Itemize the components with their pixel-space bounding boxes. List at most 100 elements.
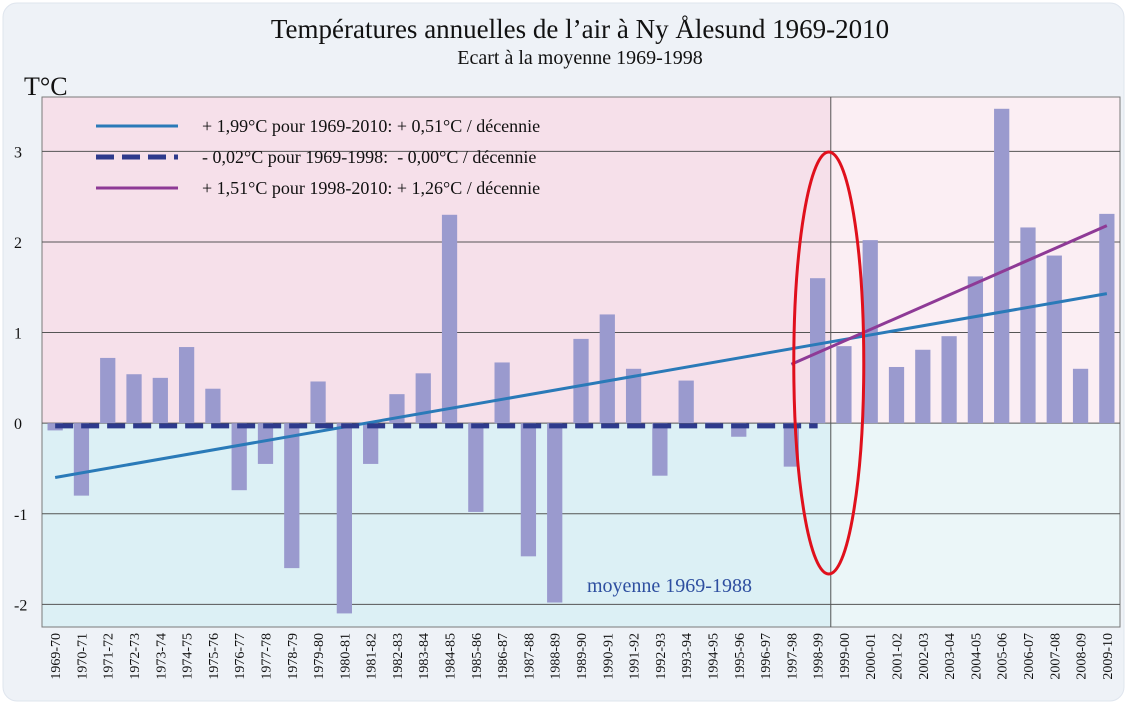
bar: [1046, 255, 1062, 424]
x-tick-label: 1986-87: [496, 633, 511, 680]
bar: [967, 276, 984, 424]
legend-label: + 1,51°C pour 1998-2010: + 1,26°C / déce…: [202, 178, 540, 198]
y-tick-label: 3: [14, 144, 22, 161]
bar: [231, 423, 247, 491]
x-tick-label: 1978-79: [286, 633, 301, 680]
x-tick-label: 1979-80: [312, 633, 327, 680]
bar: [152, 377, 168, 424]
x-tick-label: 1994-95: [706, 633, 721, 680]
plot-frame: [41, 96, 1121, 628]
bar: [941, 336, 957, 424]
x-tick-label: 1969-70: [49, 633, 64, 680]
annotation: moyenne 1969-1988: [587, 575, 752, 597]
x-tick-label: 1982-83: [391, 633, 406, 680]
x-tick-label: 2004-05: [969, 633, 984, 680]
x-tick-label: 1995-96: [733, 633, 748, 680]
bars: [47, 108, 1115, 614]
y-tick-label: -2: [14, 597, 27, 614]
x-tick-label: 2007-08: [1048, 633, 1063, 680]
trend-lines: [54, 224, 1108, 479]
bar: [994, 108, 1010, 424]
y-axis-label: T°C: [24, 72, 68, 101]
bar: [810, 278, 826, 424]
x-tick-label: 2001-02: [891, 633, 906, 680]
x-tick-label: 2000-01: [864, 633, 879, 680]
x-tick-label: 1981-82: [365, 633, 380, 680]
bar: [1099, 213, 1115, 424]
x-tick-label: 1999-00: [838, 633, 853, 680]
bar: [205, 388, 221, 424]
bar: [1020, 227, 1036, 424]
x-tick-label: 1989-90: [575, 633, 590, 680]
x-tick-label: 1974-75: [181, 633, 196, 680]
x-tick-label: 1971-72: [102, 633, 117, 680]
bar: [1072, 368, 1089, 424]
chart-title: Températures annuelles de l’air à Ny Åle…: [271, 14, 889, 44]
trend-line: [54, 292, 1108, 479]
x-tick-label: 1993-94: [680, 633, 695, 680]
x-tick-label: 1990-91: [601, 633, 616, 680]
x-tick-label: 2003-04: [943, 633, 958, 680]
x-tick-label: 2005-06: [996, 633, 1011, 680]
bar: [652, 423, 668, 476]
chart-subtitle: Ecart à la moyenne 1969-1998: [457, 47, 702, 69]
bar: [599, 314, 615, 424]
x-tick-label: 1992-93: [654, 633, 669, 680]
y-tick-label: 1: [14, 326, 22, 343]
x-tick-label: 1975-76: [207, 633, 222, 680]
bar: [494, 362, 510, 424]
y-tick-label: 0: [14, 416, 22, 433]
legend-label: - 0,02°C pour 1969-1998: - 0,00°C / déce…: [202, 147, 536, 167]
bar: [363, 423, 379, 464]
region: [42, 97, 831, 424]
x-tick-label: 2002-03: [917, 633, 932, 680]
bar: [100, 357, 116, 424]
bar: [310, 381, 326, 424]
bar: [284, 423, 300, 569]
bar: [126, 374, 142, 424]
bar: [441, 214, 458, 424]
x-tick-label: 1997-98: [785, 633, 800, 680]
bar: [336, 423, 352, 614]
trend-line: [790, 224, 1108, 366]
bar: [415, 373, 431, 424]
bar: [888, 366, 905, 424]
x-tick-label: 1976-77: [233, 633, 248, 680]
highlight-ellipse: [792, 150, 866, 576]
bar: [625, 368, 642, 424]
labels: -2 -1 0 1 2 3 1969-70 1970-71 1971-72 1972-73 1973…: [14, 116, 1116, 680]
bar: [915, 349, 931, 424]
x-tick-label: 1977-78: [259, 633, 274, 680]
x-tick-label: 1980-81: [338, 633, 353, 680]
legend-label: + 1,99°C pour 1969-2010: + 0,51°C / déce…: [202, 116, 540, 136]
x-tick-label: 1983-84: [417, 633, 432, 680]
x-tick-label: 1970-71: [75, 633, 90, 680]
x-tick-label: 1988-89: [549, 633, 564, 680]
y-tick-label: -1: [14, 507, 27, 524]
x-tick-label: 1991-92: [628, 633, 643, 680]
bar: [573, 338, 589, 424]
bar: [520, 423, 537, 557]
bar: [178, 347, 195, 424]
bar: [547, 423, 563, 603]
bar: [862, 240, 878, 424]
y-tick-label: 2: [14, 235, 22, 252]
x-tick-label: 1998-99: [812, 633, 827, 680]
bar: [468, 423, 484, 512]
bar: [704, 422, 721, 424]
bar: [257, 423, 274, 464]
x-tick-label: 1972-73: [128, 633, 143, 680]
x-tick-label: 1985-86: [470, 633, 485, 680]
x-tick-label: 1973-74: [154, 633, 169, 680]
x-tick-label: 2008-09: [1075, 633, 1090, 680]
x-tick-label: 1996-97: [759, 633, 774, 680]
x-tick-label: 2006-07: [1022, 633, 1037, 680]
x-tick-label: 2009-10: [1101, 633, 1116, 680]
x-tick-label: 1987-88: [522, 633, 537, 680]
bar: [836, 346, 852, 424]
bar: [678, 380, 694, 424]
x-tick-label: 1984-85: [444, 633, 459, 680]
bar: [73, 423, 90, 496]
region: [830, 423, 1120, 627]
